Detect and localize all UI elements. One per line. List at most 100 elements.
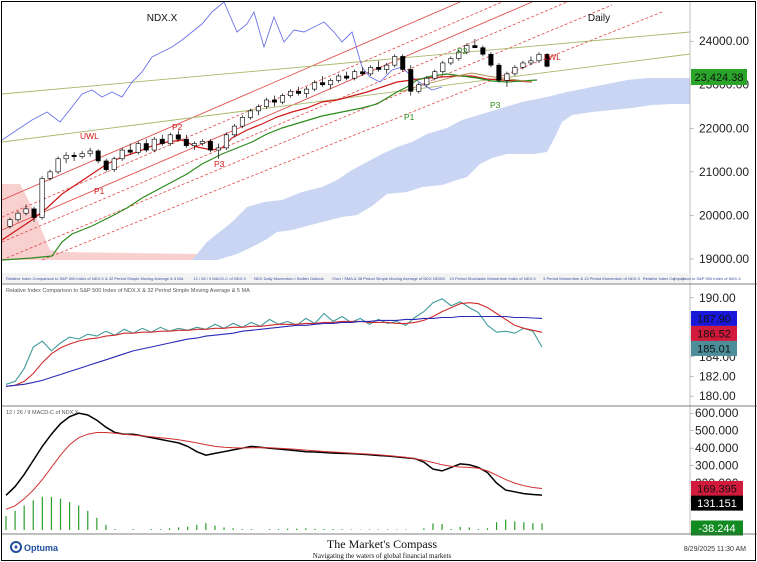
label-p1-green: P1 (404, 112, 415, 122)
relative-value-badge-text: 186.52 (697, 328, 731, 340)
candle-body (159, 138, 165, 144)
last-price-badge (691, 69, 747, 85)
relative-value-badge-text: 185.01 (697, 343, 731, 355)
candle-body (207, 141, 213, 151)
candle-body (71, 154, 77, 157)
candle-body (23, 208, 29, 214)
legend-strip-item: 5 Period Momentum & 13 Period Momentum o… (543, 276, 640, 281)
legend-strip-item: Relative Index Comparison to S&P 500 Ind… (643, 276, 741, 281)
candle-body (384, 64, 390, 70)
price-tick-label: 21000.00 (699, 165, 749, 179)
relative-value-badge (691, 310, 737, 326)
candle-body (111, 158, 117, 170)
legend-strip-item: 13 Period Stochastic Momentum Index of N… (449, 276, 536, 281)
candle-body (79, 153, 85, 157)
candle-body (143, 143, 149, 151)
scroll-right-icon[interactable]: › (682, 276, 685, 283)
candle-body (55, 158, 61, 173)
last-price-value: 23,424.38 (695, 72, 744, 84)
scroll-left-icon[interactable]: ‹ (673, 276, 676, 283)
candle-body (119, 149, 125, 160)
period-label: Daily (588, 13, 610, 24)
candle-body (488, 53, 494, 66)
candle-body (271, 99, 277, 103)
candle-body (7, 219, 13, 227)
relative-strength-overlay-line (2, 2, 443, 141)
relative-series-line-2 (5, 315, 543, 387)
candle-body (512, 67, 518, 75)
candle-body (320, 82, 326, 86)
symbol-title: NDX.X (147, 13, 178, 24)
label-p2-red: P2 (172, 122, 183, 132)
andrews-pitchfork-lines-solid (2, 2, 533, 231)
candle-body (536, 53, 542, 62)
relative-value-badge (691, 325, 737, 341)
footer-subtitle: Navigating the waters of global financia… (313, 552, 452, 560)
candle-body (336, 75, 342, 81)
macd-series-line-1 (5, 432, 543, 510)
candle-body (432, 71, 438, 79)
price-tick-label: 19000.00 (699, 252, 749, 266)
candle-body (31, 208, 37, 218)
price-panel: UWL LWL P1 P2 P3 P1 P2 P3 NDX.X Daily 24… (2, 2, 749, 284)
candle-body (464, 45, 470, 53)
macd-value-badge-text: 169.395 (697, 483, 737, 495)
andrews-pitchfork-lines (2, 2, 663, 261)
macd-value-badge-text: -38.244 (698, 523, 735, 535)
candle-body (263, 99, 269, 107)
candle-body (344, 75, 350, 79)
relative-value-badges: 187.90 186.52 185.01 (691, 310, 737, 356)
macd-tick-label: 500.000 (695, 424, 739, 438)
legend-strip-item: Relative Index Comparison to S&P 500 Ind… (6, 276, 184, 281)
candle-body (47, 171, 53, 179)
price-plot-area (2, 2, 690, 272)
candle-body (304, 88, 310, 94)
candle-body (135, 143, 141, 153)
footer-timestamp: 8/29/2025 11:30 AM (684, 546, 746, 553)
macd-value-badge (691, 480, 743, 496)
macd-value-badges: 169.395 131.151 -38.244 (691, 480, 743, 536)
candle-body (400, 56, 406, 70)
label-p1-red: P1 (94, 186, 105, 196)
candle-body (15, 212, 21, 221)
candle-body (472, 45, 478, 49)
candle-body (103, 160, 109, 170)
candle-body (199, 141, 205, 144)
candlestick-series (7, 39, 550, 229)
green-moving-average (2, 73, 538, 261)
footer-brand: Optuma (24, 543, 59, 553)
price-tick-label: 22000.00 (699, 121, 749, 135)
candle-body (408, 69, 414, 92)
candle-body (151, 138, 157, 151)
optuma-logo-icon (10, 541, 22, 553)
candle-body (392, 56, 398, 66)
relative-value-badge (691, 340, 737, 356)
candle-body (239, 117, 245, 127)
label-p2-green: P2 (457, 46, 468, 56)
red-moving-average (2, 75, 533, 241)
relative-series-line-1 (5, 302, 543, 387)
label-p3-green: P3 (490, 100, 501, 110)
label-p3-red: P3 (214, 159, 225, 169)
macd-series-line-0 (5, 412, 543, 496)
relative-strength-panel: Relative Index Comparison to S&P 500 Ind… (5, 284, 737, 406)
candle-body (440, 62, 446, 72)
optuma-logo-dot-icon (14, 545, 18, 549)
footer: Optuma The Market's Compass Navigating t… (10, 537, 746, 560)
candle-body (280, 95, 286, 103)
candle-body (504, 73, 510, 81)
candle-body (448, 58, 454, 64)
candle-body (215, 147, 221, 151)
relative-value-badge-text: 187.90 (697, 313, 731, 325)
candle-body (544, 53, 550, 67)
legend-strip-item: Over / SMA & 38 Period Simple Moving Ave… (332, 276, 444, 281)
candle-body (87, 150, 93, 154)
indicator-legend-strip (2, 273, 690, 283)
macd-value-badge (691, 520, 743, 536)
candle-body (352, 71, 358, 79)
label-lwl: LWL (544, 52, 561, 62)
relative-panel-title: Relative Index Comparison to S&P 500 Ind… (6, 288, 250, 294)
price-tick-label: 24000.00 (699, 34, 749, 48)
